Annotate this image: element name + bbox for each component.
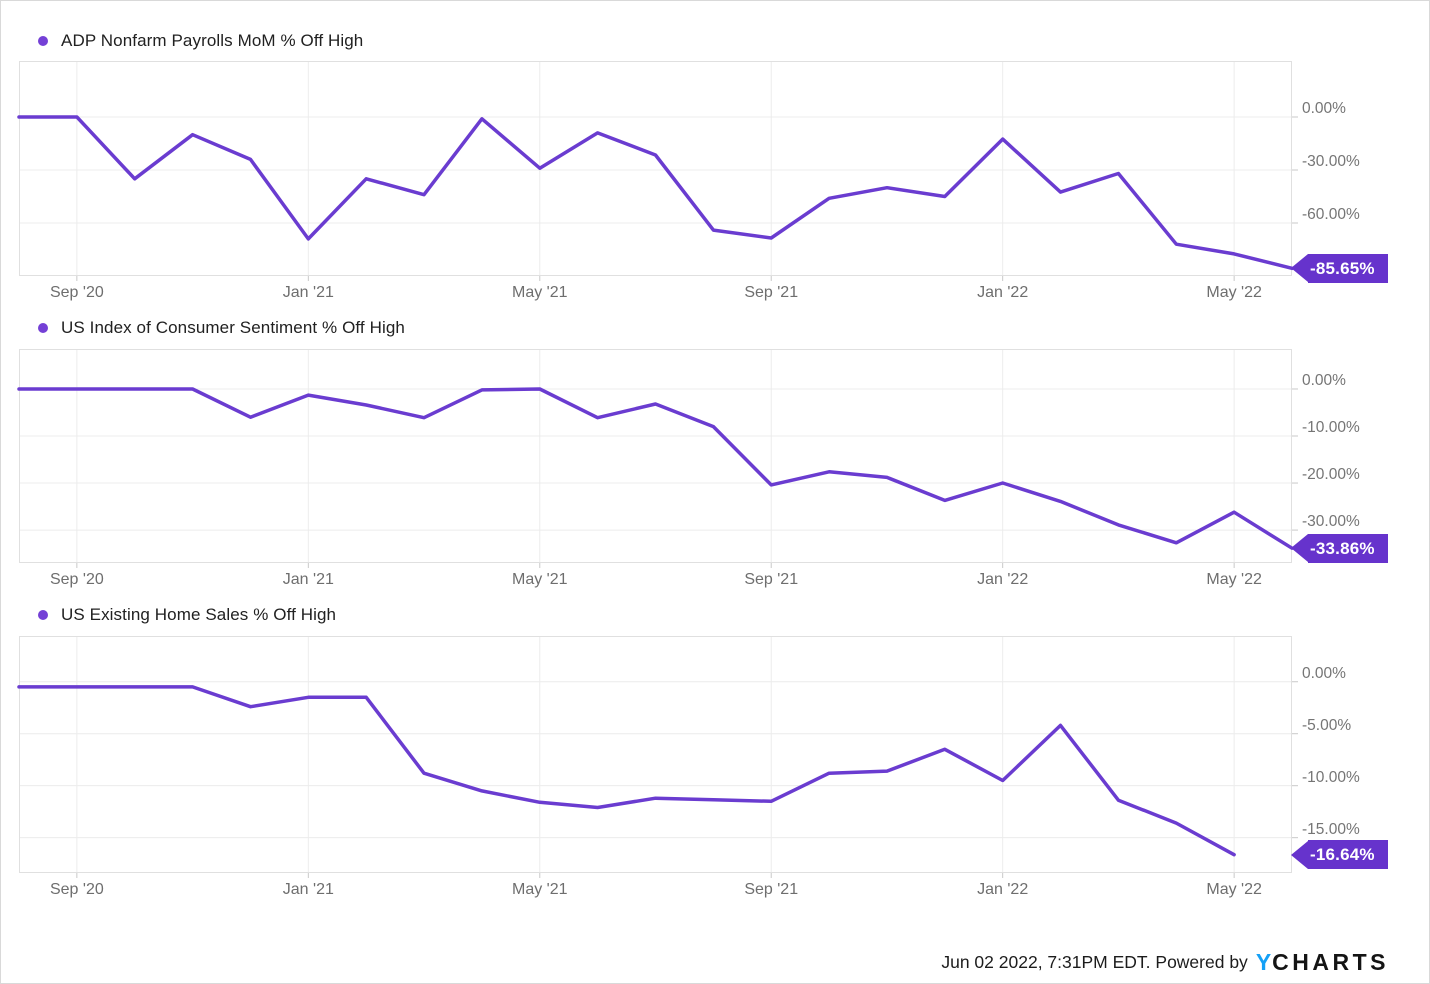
x-axis-label: Sep '20 xyxy=(49,284,104,301)
plot-area[interactable] xyxy=(17,61,1298,281)
x-axis-label: May '22 xyxy=(1206,881,1262,898)
legend-dot-icon xyxy=(38,323,48,333)
ycharts-logo-text: CHARTS xyxy=(1272,949,1389,975)
legend: US Existing Home Sales % Off High xyxy=(38,603,336,627)
plot-area[interactable] xyxy=(17,349,1298,568)
series-title: ADP Nonfarm Payrolls MoM % Off High xyxy=(61,31,364,50)
legend: US Index of Consumer Sentiment % Off Hig… xyxy=(38,316,405,340)
x-axis-label: Sep '21 xyxy=(744,284,799,301)
y-axis-label: -10.00% xyxy=(1302,419,1360,436)
last-value-label: -85.65% xyxy=(1308,253,1388,283)
y-axis-label: -60.00% xyxy=(1302,206,1360,223)
y-axis-label: -5.00% xyxy=(1302,716,1352,734)
x-axis-label: Sep '21 xyxy=(744,881,799,898)
x-axis-label: Sep '20 xyxy=(49,881,104,898)
x-axis-label: May '21 xyxy=(512,881,568,898)
last-value-badge: -85.65% xyxy=(1291,253,1388,283)
x-axis-label: Jan '21 xyxy=(282,284,334,301)
ycharts-logo-y: Y xyxy=(1255,949,1273,975)
legend-dot-icon xyxy=(38,610,48,620)
x-axis-label: May '22 xyxy=(1206,571,1262,588)
badge-arrow-icon xyxy=(1291,840,1308,869)
x-axis-label: Jan '21 xyxy=(282,571,334,588)
y-axis-label: 0.00% xyxy=(1302,371,1346,389)
ycharts-logo: Y CHARTS xyxy=(1256,949,1389,976)
x-axis-label: Sep '21 xyxy=(744,571,799,588)
last-value-label: -16.64% xyxy=(1308,840,1388,870)
x-axis-label: Sep '20 xyxy=(49,571,104,588)
last-value-badge: -33.86% xyxy=(1291,533,1388,563)
y-axis-label: -20.00% xyxy=(1302,466,1360,484)
last-value-badge: -16.64% xyxy=(1291,840,1388,870)
legend-dot-icon xyxy=(38,36,48,46)
last-value-label: -33.86% xyxy=(1308,533,1388,563)
y-axis-label: 0.00% xyxy=(1302,100,1346,117)
series-title: US Index of Consumer Sentiment % Off Hig… xyxy=(61,318,405,337)
x-axis-label: May '21 xyxy=(512,284,568,301)
y-axis-label: -30.00% xyxy=(1302,153,1360,170)
x-axis-label: Jan '22 xyxy=(977,284,1029,301)
x-axis-label: Jan '22 xyxy=(977,881,1029,898)
plot-area[interactable] xyxy=(17,636,1298,878)
badge-arrow-icon xyxy=(1291,534,1308,563)
y-axis-label: -10.00% xyxy=(1302,768,1360,786)
footer: Jun 02 2022, 7:31PM EDT. Powered by Y CH… xyxy=(941,949,1389,976)
badge-arrow-icon xyxy=(1291,254,1308,283)
x-axis-label: Jan '21 xyxy=(282,881,334,898)
timestamp: Jun 02 2022, 7:31PM EDT. Powered by xyxy=(941,952,1248,972)
x-axis-label: Jan '22 xyxy=(977,571,1029,588)
y-axis-label: 0.00% xyxy=(1302,664,1346,682)
y-axis-label: -30.00% xyxy=(1302,513,1360,531)
x-axis-label: May '22 xyxy=(1206,284,1262,301)
series-title: US Existing Home Sales % Off High xyxy=(61,605,337,624)
y-axis-label: -15.00% xyxy=(1302,820,1360,838)
x-axis-label: May '21 xyxy=(512,571,568,588)
legend: ADP Nonfarm Payrolls MoM % Off High xyxy=(38,29,363,53)
